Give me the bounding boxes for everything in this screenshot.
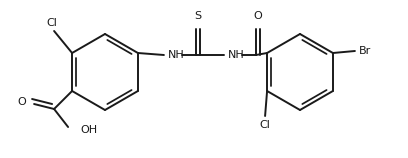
Text: NH: NH xyxy=(168,50,185,60)
Text: O: O xyxy=(253,11,262,21)
Text: Cl: Cl xyxy=(47,18,58,28)
Text: S: S xyxy=(194,11,202,21)
Text: Br: Br xyxy=(359,46,371,56)
Text: O: O xyxy=(18,97,26,107)
Text: Cl: Cl xyxy=(259,120,271,130)
Text: OH: OH xyxy=(80,125,97,135)
Text: NH: NH xyxy=(228,50,245,60)
